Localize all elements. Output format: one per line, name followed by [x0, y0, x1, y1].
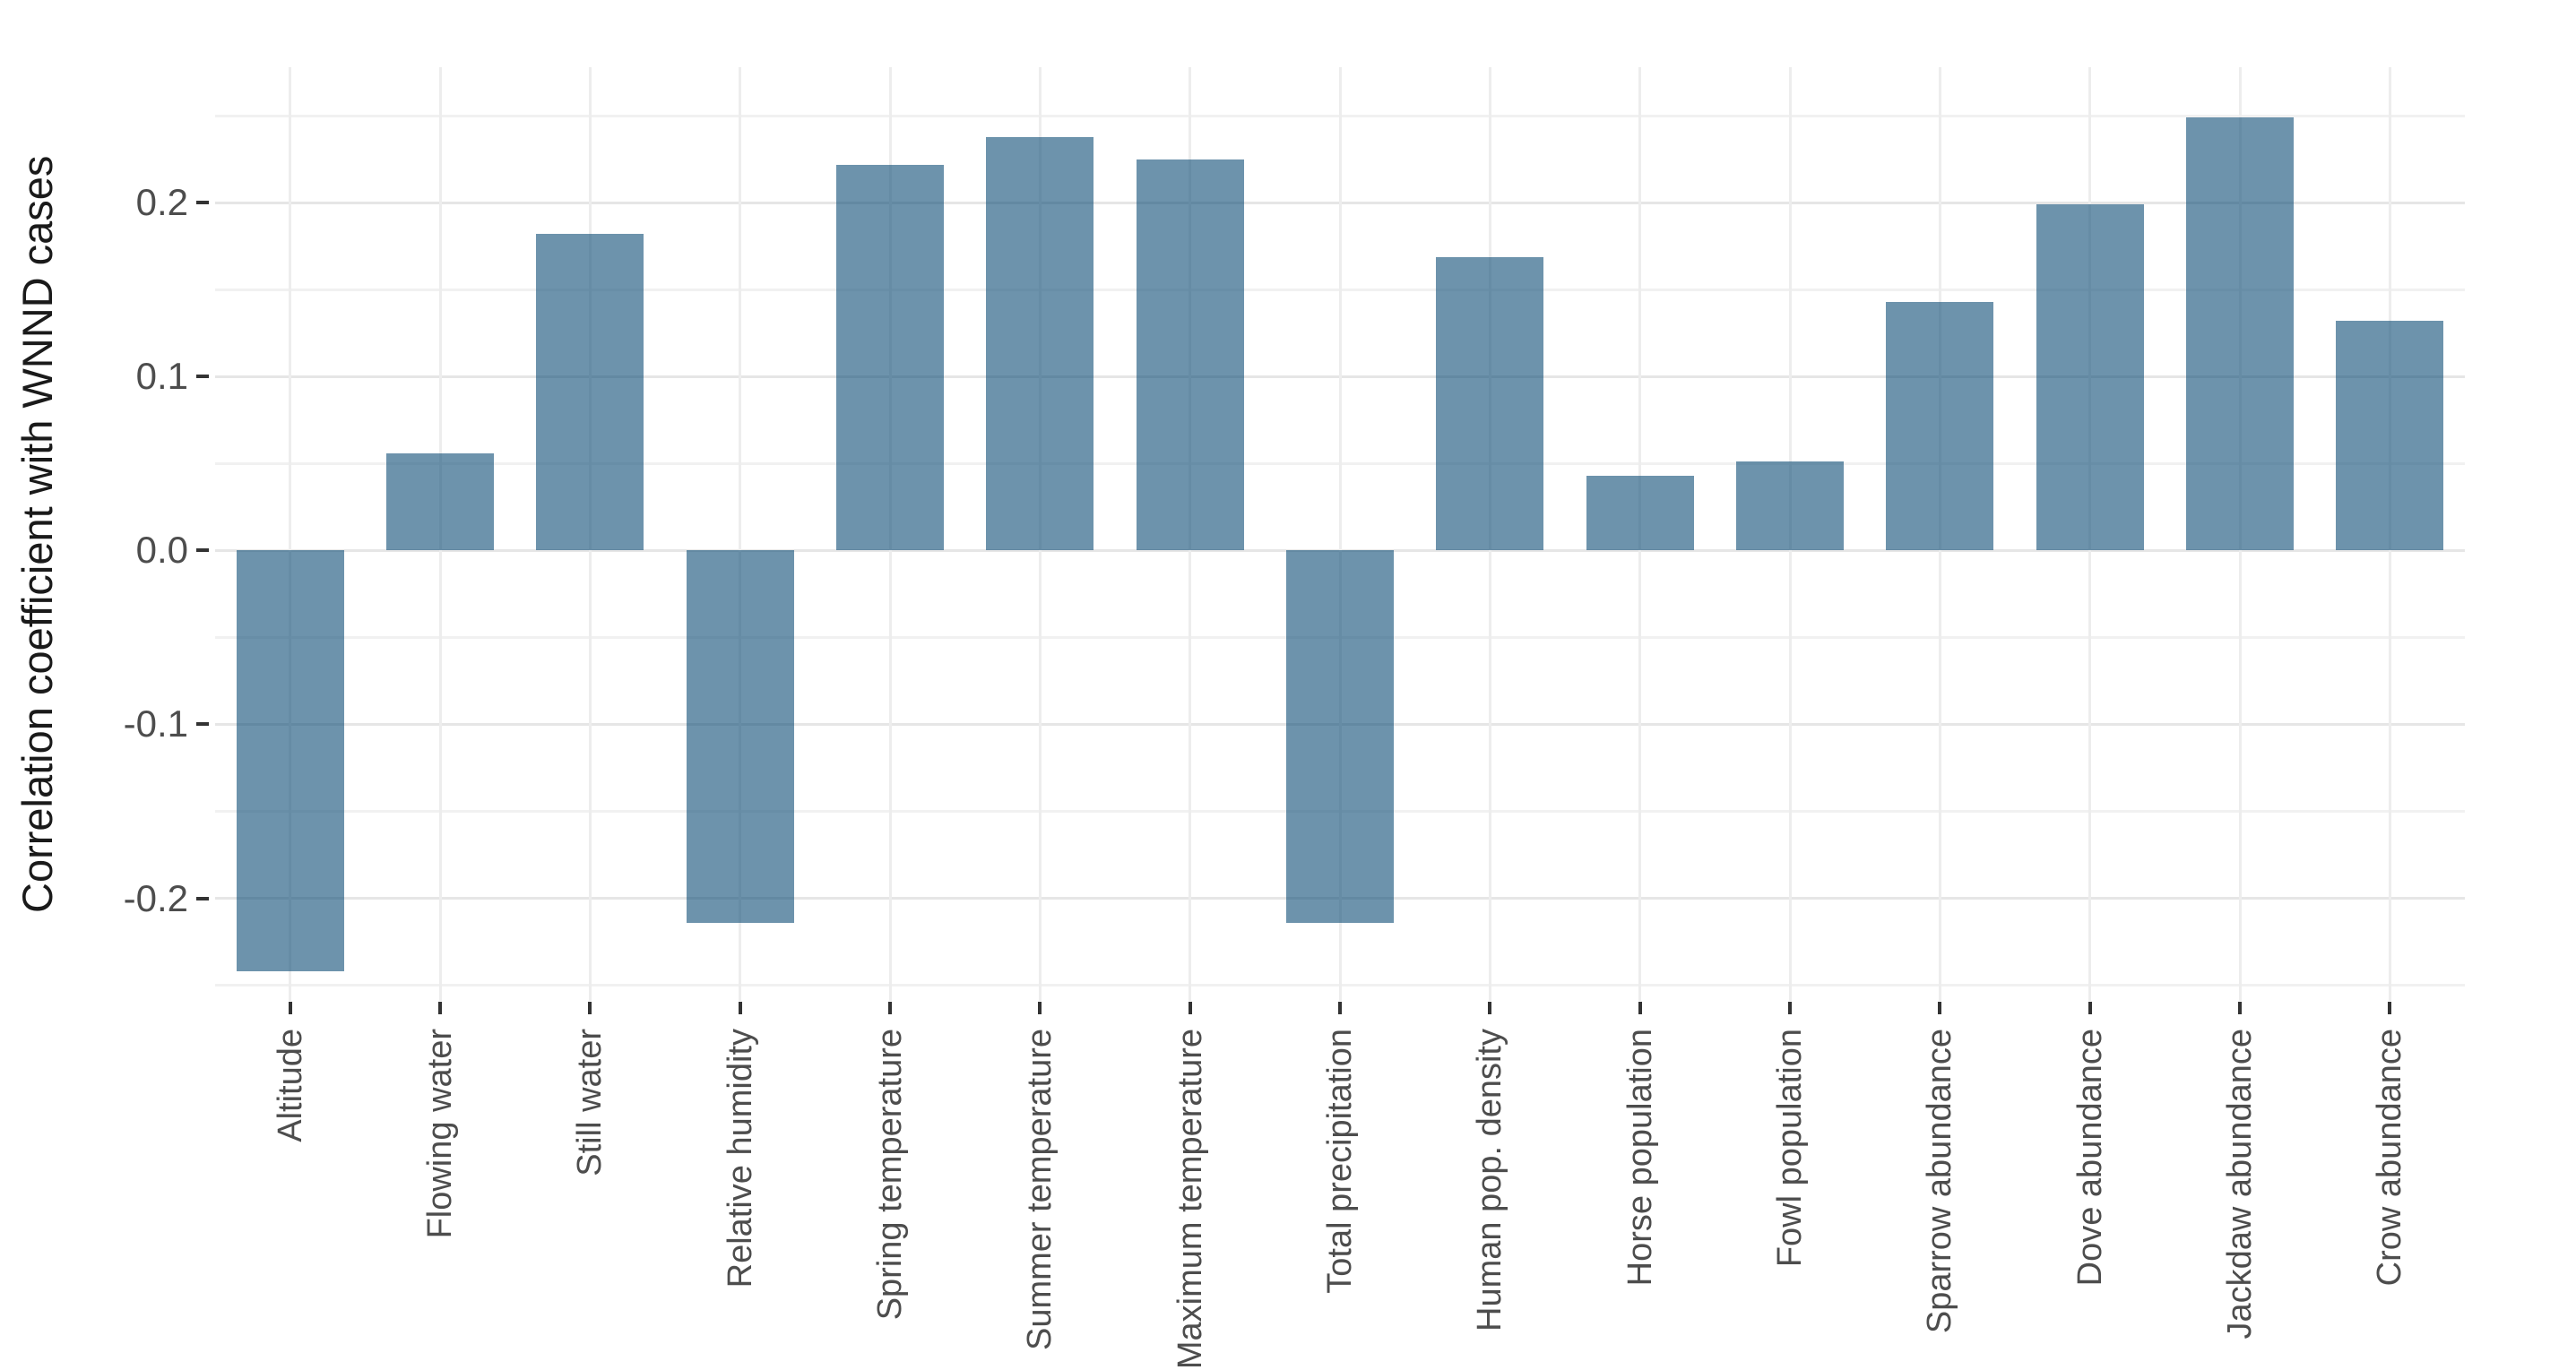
bar-flowing-water [386, 452, 494, 551]
x-category-label-crow-abundance: Crow abundance [2371, 1029, 2409, 1287]
x-category-label-still-water: Still water [571, 1029, 609, 1176]
y-tick-label: 0.1 [135, 355, 188, 398]
bar-spring-temperature [836, 164, 944, 551]
bar-altitude [236, 550, 344, 971]
x-category-label-fowl-population: Fowl population [1771, 1029, 1809, 1268]
y-tick-mark [196, 722, 209, 727]
x-tick-mark [438, 1002, 442, 1014]
x-category-label-sparrow-abundance: Sparrow abundance [1921, 1029, 1959, 1334]
x-category-label-human-pop-density: Human pop. density [1471, 1029, 1509, 1331]
y-tick-mark [196, 896, 209, 900]
x-category-label-dove-abundance: Dove abundance [2070, 1029, 2109, 1287]
gridline-vertical-total-precipitation [1338, 67, 1342, 1001]
gridline-vertical-relative-humidity [739, 67, 742, 1001]
y-tick-label: -0.2 [123, 876, 188, 919]
y-tick-label: 0.0 [135, 529, 188, 572]
x-category-label-relative-humidity: Relative humidity [721, 1029, 759, 1288]
x-tick-mark [1938, 1002, 1942, 1014]
bar-maximum-temperature [1136, 159, 1244, 551]
bar-still-water [536, 234, 644, 551]
x-tick-mark [588, 1002, 592, 1014]
bar-horse-population [1586, 475, 1694, 551]
x-tick-mark [2388, 1002, 2392, 1014]
x-tick-mark [2238, 1002, 2242, 1014]
y-tick-mark [196, 201, 209, 205]
x-tick-mark [1188, 1002, 1192, 1014]
x-tick-mark [1488, 1002, 1492, 1014]
x-tick-mark [888, 1002, 892, 1014]
x-tick-mark [738, 1002, 742, 1014]
x-tick-mark [2088, 1002, 2092, 1014]
bar-jackdaw-abundance [2186, 117, 2294, 551]
x-category-label-maximum-temperature: Maximum temperature [1171, 1029, 1209, 1370]
x-category-label-spring-temperature: Spring temperature [871, 1029, 909, 1321]
bar-relative-humidity [686, 550, 794, 923]
bar-dove-abundance [2036, 204, 2144, 551]
bar-fowl-population [1736, 461, 1844, 551]
bar-total-precipitation [1286, 550, 1394, 923]
gridline-vertical-altitude [289, 67, 292, 1001]
y-tick-mark [196, 375, 209, 379]
y-tick-label: -0.1 [123, 702, 188, 745]
x-tick-mark [288, 1002, 292, 1014]
bar-summer-temperature [986, 136, 1094, 551]
bar-crow-abundance [2336, 321, 2444, 551]
bar-sparrow-abundance [1886, 301, 1994, 551]
x-category-label-jackdaw-abundance: Jackdaw abundance [2221, 1029, 2259, 1340]
x-category-label-summer-temperature: Summer temperature [1021, 1029, 1059, 1351]
x-category-label-altitude: Altitude [271, 1029, 309, 1142]
x-tick-mark [1338, 1002, 1342, 1014]
chart-panel [215, 67, 2465, 1001]
y-tick-mark [196, 548, 209, 553]
x-category-label-flowing-water: Flowing water [421, 1029, 459, 1239]
x-tick-mark [1788, 1002, 1792, 1014]
x-category-label-total-precipitation: Total precipitation [1321, 1029, 1359, 1294]
bar-human-pop-density [1436, 256, 1544, 551]
x-tick-mark [1038, 1002, 1042, 1014]
x-category-label-horse-population: Horse population [1621, 1029, 1659, 1287]
y-tick-label: 0.2 [135, 181, 188, 224]
x-tick-mark [1638, 1002, 1642, 1014]
